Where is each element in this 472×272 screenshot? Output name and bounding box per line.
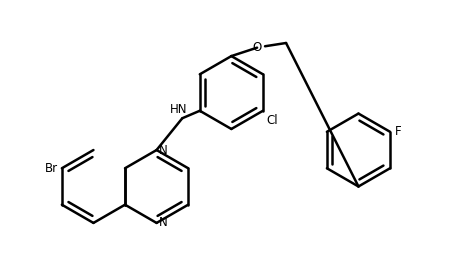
Text: N: N [159, 144, 168, 156]
Text: O: O [253, 41, 261, 54]
Text: N: N [159, 217, 168, 230]
Text: Cl: Cl [267, 115, 278, 128]
Text: Br: Br [45, 162, 58, 175]
Text: HN: HN [170, 103, 187, 116]
Text: F: F [395, 125, 401, 138]
